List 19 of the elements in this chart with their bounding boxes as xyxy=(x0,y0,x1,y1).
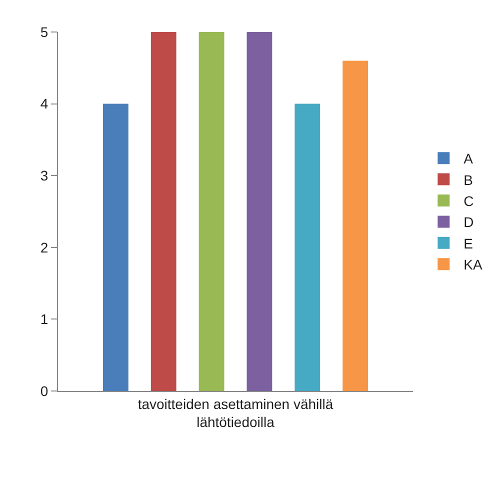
y-tick-label: 0 xyxy=(40,382,48,399)
bar xyxy=(198,32,224,391)
bar xyxy=(246,32,272,391)
legend-label: A xyxy=(464,150,474,167)
y-tick-label: 5 xyxy=(40,24,48,40)
legend-label: E xyxy=(464,235,473,252)
bar xyxy=(294,104,320,391)
y-tick-label: 4 xyxy=(40,96,48,112)
legend-label: KA xyxy=(464,256,483,273)
y-tick-label: 2 xyxy=(40,239,48,256)
legend-label: B xyxy=(464,172,473,188)
legend-label: D xyxy=(464,214,474,230)
legend-label: C xyxy=(464,192,474,209)
x-tick-label: tavoitteiden asettaminen vähillä lähtötiedoilla xyxy=(138,396,334,430)
bar xyxy=(102,104,128,391)
y-tick-label: 1 xyxy=(40,311,48,328)
y-tick-label: 3 xyxy=(40,168,48,184)
bar xyxy=(342,60,368,391)
bar xyxy=(150,32,176,391)
